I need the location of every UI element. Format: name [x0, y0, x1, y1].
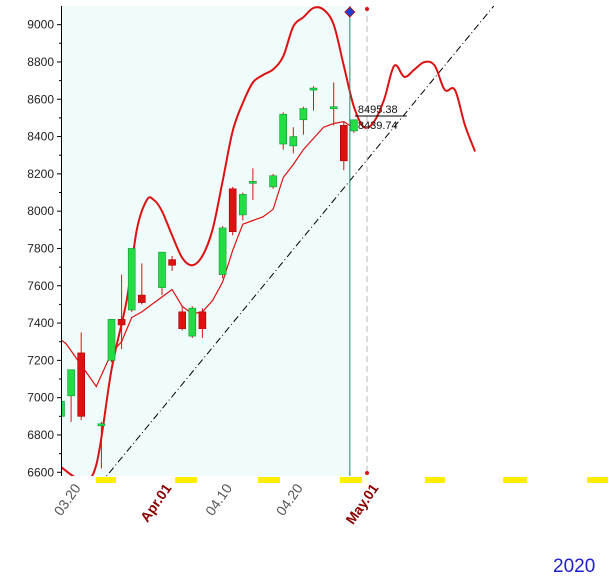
candle: [158, 251, 166, 296]
x-tick-group: May.01: [342, 480, 381, 527]
day-marker: [503, 477, 527, 483]
y-tick-label: 7800: [27, 241, 54, 255]
candle: [339, 121, 348, 171]
candle: [309, 86, 318, 111]
candle-body: [77, 352, 85, 417]
y-tick-label: 7400: [27, 316, 54, 330]
candle: [279, 112, 288, 150]
candle-body: [178, 311, 186, 329]
candle-body: [228, 188, 237, 232]
x-tick-label: Apr.01: [137, 480, 175, 524]
y-tick-label: 7600: [27, 279, 54, 293]
candle: [228, 186, 237, 236]
candle-body: [188, 307, 197, 337]
future-top-dot: [365, 7, 370, 11]
y-tick-label: 6800: [27, 428, 54, 442]
y-tick-label: 9000: [27, 18, 54, 32]
day-marker: [340, 477, 362, 483]
x-tick-group: 03.20: [50, 480, 83, 518]
candle-body: [339, 125, 348, 162]
y-tick-label: 8800: [27, 55, 54, 69]
x-tick-label: 03.20: [50, 480, 83, 518]
candle-body: [168, 259, 176, 266]
candle: [269, 173, 277, 189]
candle: [168, 255, 176, 271]
candle-body: [218, 227, 227, 275]
x-tick-label: 04.10: [202, 480, 235, 518]
day-marker: [425, 477, 445, 483]
x-tick-label: May.01: [342, 480, 381, 527]
x-tick-label: 04.20: [273, 480, 306, 518]
candle-body: [62, 401, 65, 417]
candle: [188, 306, 197, 338]
annotation-value-2: 8439.74: [358, 120, 398, 132]
candle: [77, 332, 85, 421]
candle: [350, 119, 358, 133]
plot-shade: [62, 6, 350, 476]
bottom-markers: [96, 477, 608, 483]
y-tick-label: 8200: [27, 167, 54, 181]
y-tick-label: 7200: [27, 353, 54, 367]
candle: [138, 263, 146, 305]
candle: [218, 226, 227, 279]
candle-body: [107, 319, 116, 361]
y-tick-label: 6600: [27, 465, 54, 479]
candle: [299, 106, 308, 135]
y-tick-label: 7000: [27, 391, 54, 405]
annotation-value-1: 8495.38: [358, 104, 398, 116]
candle-body: [138, 294, 146, 303]
y-tick-label: 8000: [27, 204, 54, 218]
candle-body: [329, 106, 338, 110]
candle: [127, 248, 136, 312]
candle: [97, 421, 106, 469]
plot-area: [62, 6, 495, 476]
cursor-diamond: [344, 6, 356, 18]
candle: [329, 82, 338, 126]
candle-body: [117, 319, 126, 326]
day-marker: [96, 477, 116, 483]
x-tick-group: 04.20: [273, 480, 306, 518]
candle-body: [269, 175, 277, 188]
candle: [62, 401, 65, 417]
candle: [117, 274, 126, 350]
candle: [178, 306, 186, 331]
candle: [198, 308, 207, 338]
y-tick-label: 8600: [27, 92, 54, 106]
candle: [289, 127, 298, 154]
day-marker: [258, 477, 280, 483]
y-tick-label: 8400: [27, 130, 54, 144]
candle-body: [249, 181, 257, 184]
candle-body: [127, 248, 136, 311]
year-label: 2020: [553, 556, 596, 577]
candle: [249, 168, 257, 200]
candle-body: [198, 311, 207, 329]
candle: [107, 319, 116, 363]
day-marker: [587, 477, 608, 483]
band-upper: [62, 6, 477, 476]
day-marker: [175, 477, 197, 483]
candle-body: [299, 108, 308, 121]
x-tick-group: 04.10: [202, 480, 235, 518]
candle-body: [158, 251, 166, 288]
candle-body: [350, 119, 358, 132]
candle-body: [239, 194, 247, 216]
candle-body: [67, 369, 75, 397]
band-lower: [62, 120, 355, 388]
candle: [67, 369, 75, 422]
candle-body: [309, 87, 318, 91]
candle-body: [97, 423, 106, 427]
x-tick-group: Apr.01: [137, 480, 175, 524]
future-bottom-dot: [365, 471, 370, 475]
candle-body: [279, 113, 288, 145]
candle-body: [289, 136, 298, 147]
candle: [239, 192, 247, 221]
